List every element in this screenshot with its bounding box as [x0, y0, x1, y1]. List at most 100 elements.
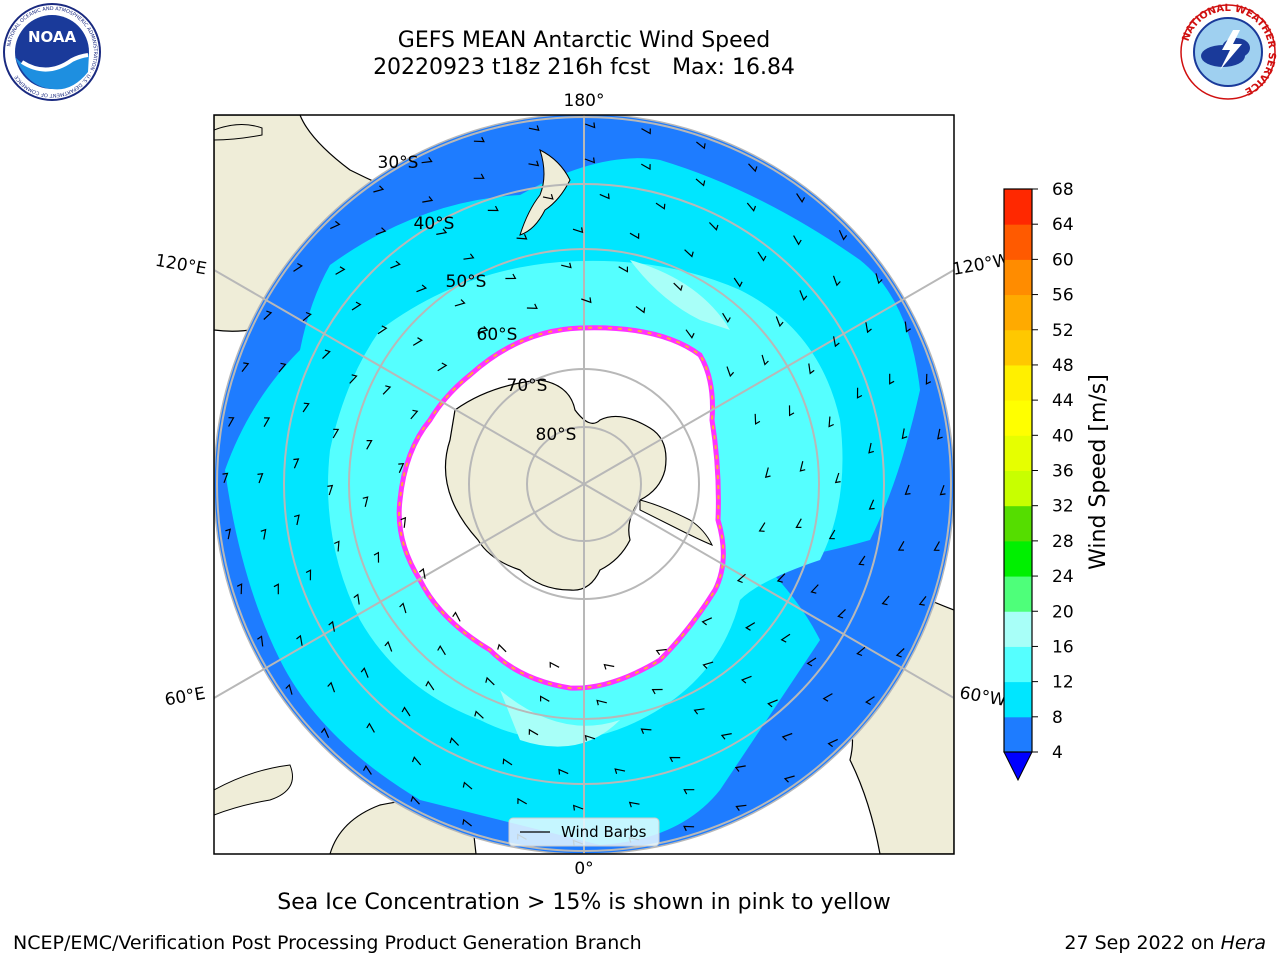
- wind-barb: [474, 710, 484, 719]
- colorbar-tick-label: 40: [1052, 426, 1074, 446]
- wind-barb: [720, 733, 732, 740]
- wind-barb: [302, 311, 312, 322]
- wind-barb: [549, 661, 560, 668]
- wind-barb: [366, 440, 373, 450]
- wind-barb: [939, 484, 946, 496]
- wind-barb: [740, 675, 752, 684]
- land-madagascar: [214, 764, 293, 816]
- wind-barb: [322, 349, 331, 360]
- wind-barb: [733, 277, 743, 288]
- colorbar-segment: [1004, 576, 1032, 612]
- footer-date: 27 Sep 2022 on Hera: [1064, 932, 1266, 954]
- colorbar-tick-label: 32: [1052, 497, 1074, 517]
- footer-machine: Hera: [1220, 932, 1266, 954]
- wind-barb: [827, 738, 838, 748]
- wind-barb: [422, 196, 434, 203]
- wind-barb: [780, 633, 791, 643]
- wind-barb: [669, 756, 681, 763]
- wind-barb: [462, 781, 473, 790]
- wind-barb: [377, 325, 388, 335]
- wind-barb: [584, 734, 596, 741]
- graticule: [214, 115, 954, 854]
- colorbar-segment: [1004, 364, 1032, 401]
- forecast-time: 20220923 t18z 216h fcst: [373, 55, 651, 80]
- wind-barb: [362, 765, 372, 775]
- wind-barb: [398, 463, 405, 474]
- wind-barb: [799, 290, 808, 301]
- wind-barb: [655, 648, 667, 656]
- wind-barb: [693, 708, 705, 715]
- wind-barb: [881, 595, 890, 606]
- wind-barb: [412, 337, 423, 346]
- wind-barb: [746, 202, 757, 212]
- wind-barb: [603, 663, 615, 670]
- sea-ice-note-text: Sea Ice Concentration > 15% is shown in …: [277, 890, 891, 915]
- wind-barb: [889, 373, 895, 385]
- wind-barb: [332, 428, 340, 439]
- wind-barb: [614, 768, 626, 774]
- wind-barb: [810, 584, 819, 594]
- wind-barb: [360, 667, 369, 678]
- colorbar-segments: [1004, 189, 1032, 753]
- wind-barb: [673, 282, 683, 292]
- wind-barb: [767, 699, 778, 708]
- wind-barb: [788, 405, 795, 417]
- wind-barb: [828, 529, 836, 540]
- wind-barb: [937, 428, 943, 440]
- wind-barb: [708, 222, 719, 231]
- colorbar-tick-label: 68: [1052, 180, 1074, 200]
- colorbar-under-triangle: [1003, 751, 1033, 782]
- wind-barb: [837, 608, 846, 619]
- wind-barb: [540, 695, 550, 702]
- wind-barb: [263, 417, 271, 427]
- wind-barb: [285, 683, 293, 695]
- wind-barb: [225, 528, 231, 540]
- wind-barb: [781, 732, 793, 741]
- wind-barb: [353, 593, 360, 605]
- wind-barb: [273, 583, 279, 595]
- wind-barb: [897, 541, 905, 551]
- wind-barb: [400, 516, 407, 528]
- wind-barb: [618, 266, 628, 273]
- wind-barb: [236, 583, 243, 595]
- wind-barb: [683, 789, 695, 795]
- wind-barb: [335, 266, 346, 275]
- wind-barb: [228, 417, 235, 427]
- colorbar-segment: [1004, 400, 1032, 436]
- wind-barb: [696, 141, 706, 150]
- noaa-logo: NOAA NATIONAL OCEANIC AND ATMOSPHERIC AD…: [3, 3, 101, 101]
- colorbar-tick-label: 4: [1052, 743, 1063, 763]
- wind-barb: [832, 275, 841, 287]
- lat-label-60s: 60°S: [477, 325, 518, 345]
- wind-barb: [764, 467, 771, 479]
- ocean-wind-band-16b: [500, 690, 620, 747]
- wind-barb: [401, 706, 411, 717]
- colorbar-segment: [1004, 329, 1032, 366]
- wind-barb: [776, 573, 786, 583]
- wind-barb: [454, 299, 466, 307]
- nws-logo: NATIONAL WEATHER SERVICE: [1180, 3, 1277, 100]
- lat-label-40s: 40°S: [414, 214, 455, 234]
- wind-barb: [745, 622, 756, 631]
- wind-barb: [868, 442, 874, 454]
- colorbar-segment: [1004, 611, 1032, 647]
- lon-label-180: 180°: [564, 91, 605, 111]
- colorbar-tick-label: 24: [1052, 567, 1074, 587]
- lat-label-80s: 80°S: [536, 425, 577, 445]
- wind-barb: [834, 472, 841, 484]
- wind-barb: [735, 804, 747, 811]
- wind-barb: [581, 297, 592, 304]
- wind-barb: [651, 688, 663, 695]
- wind-barb: [572, 227, 584, 234]
- wind-barb: [452, 611, 461, 622]
- wind-barb: [463, 253, 475, 260]
- wind-barb: [296, 634, 303, 646]
- wind-barb: [351, 301, 362, 311]
- wind-barb: [856, 387, 863, 399]
- wind-barb: [410, 409, 419, 420]
- colorbar-tick-label: 56: [1052, 286, 1074, 306]
- colorbar-tick-label: 8: [1052, 708, 1063, 728]
- wind-barb: [808, 363, 815, 375]
- wind-barb: [485, 676, 495, 686]
